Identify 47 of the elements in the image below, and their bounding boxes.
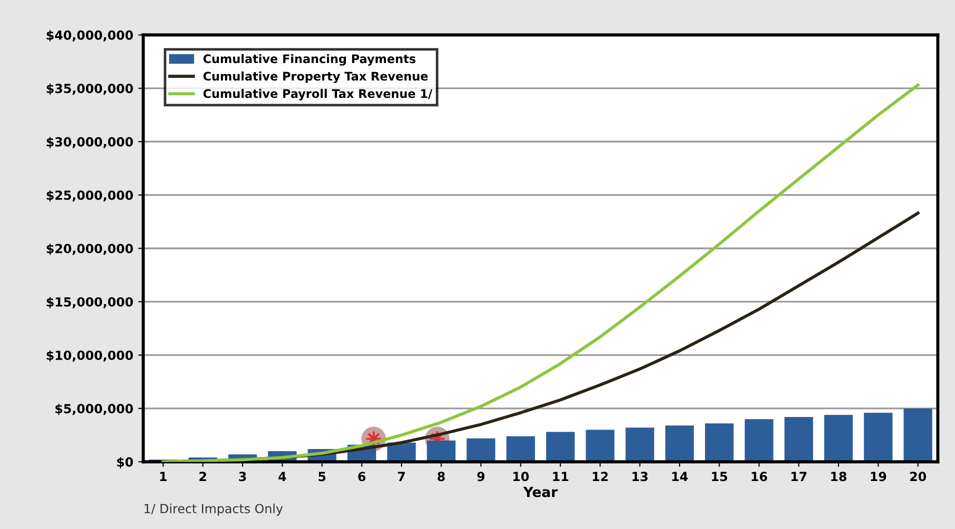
bar (466, 438, 496, 462)
x-tick-label: 15 (712, 472, 728, 482)
x-tick-label: 13 (632, 472, 648, 482)
legend-label: Cumulative Property Tax Revenue (203, 72, 428, 84)
bar (586, 430, 614, 462)
x-tick-label: 4 (278, 472, 286, 482)
y-tick-label: $0 (117, 457, 133, 468)
text: 1/ Direct Impacts Only (144, 504, 283, 516)
y-tick-label: $20,000,000 (46, 244, 133, 255)
x-tick-label: 9 (477, 472, 484, 482)
x-tick-label: 8 (438, 472, 445, 482)
x-tick-label: 17 (791, 472, 806, 482)
x-tick-label: 12 (592, 472, 608, 482)
x-tick-label: 19 (870, 472, 886, 482)
bar (904, 408, 932, 462)
bar (506, 436, 535, 462)
legend-label: Cumulative Financing Payments (203, 54, 416, 66)
bar (784, 416, 814, 462)
bar (705, 423, 734, 462)
y-tick-label: $35,000,000 (46, 84, 133, 95)
y-tick-label: $15,000,000 (46, 296, 133, 308)
bar (665, 426, 694, 462)
line-series (162, 84, 920, 462)
x-tick-label: 6 (358, 472, 366, 482)
x-tick-label: 16 (752, 472, 768, 482)
y-tick-label: $10,000,000 (46, 350, 133, 362)
y-tick-label: $5,000,000 (55, 404, 133, 416)
y-tick-label: $40,000,000 (46, 30, 133, 42)
x-tick-label: 11 (553, 472, 568, 482)
x-tick-label: 5 (318, 472, 326, 482)
x-axis-title: Year (523, 486, 558, 498)
bar (824, 414, 853, 462)
bar (626, 428, 654, 462)
bar (864, 412, 893, 462)
y-tick-label: $25,000,000 (46, 190, 133, 202)
x-tick-label: 14 (672, 472, 688, 482)
x-tick-label: 3 (239, 472, 246, 482)
x-tick-label: 20 (910, 472, 926, 482)
y-tick-label: $30,000,000 (46, 136, 133, 148)
x-tick-label: 1 (160, 472, 167, 482)
bar (546, 432, 575, 462)
x-tick-label: 2 (199, 472, 206, 482)
x-tick-label: 10 (513, 472, 529, 482)
x-tick-label: 7 (398, 472, 405, 482)
legend-label: Cumulative Payroll Tax Revenue 1/ (203, 88, 432, 100)
bar (744, 419, 774, 462)
x-tick-label: 18 (831, 472, 846, 482)
